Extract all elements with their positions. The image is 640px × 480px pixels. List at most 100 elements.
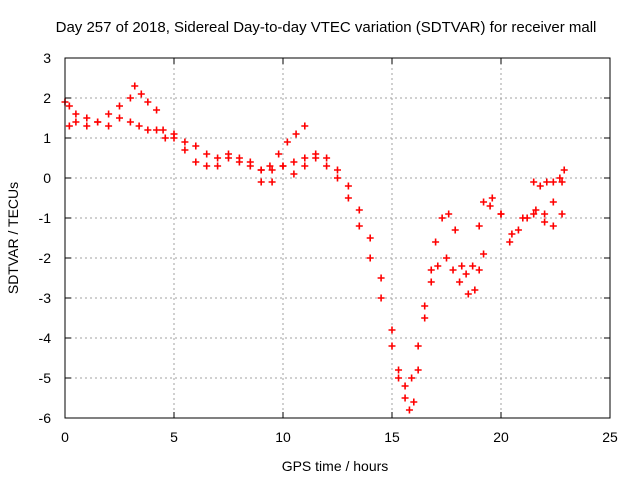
- y-axis-label: SDTVAR / TECUs: [5, 182, 21, 294]
- data-point: [312, 154, 320, 162]
- data-point: [105, 110, 113, 118]
- data-point: [469, 262, 477, 270]
- chart-title: Day 257 of 2018, Sidereal Day-to-day VTE…: [56, 19, 597, 36]
- data-point: [541, 210, 549, 218]
- data-point: [65, 122, 73, 130]
- series-trace-f: [530, 166, 568, 190]
- data-point: [170, 130, 178, 138]
- data-point: [549, 178, 557, 186]
- y-tick-label: -5: [39, 370, 52, 386]
- data-point: [301, 122, 309, 130]
- data-point: [290, 170, 298, 178]
- data-point: [323, 162, 331, 170]
- x-axis-label: GPS time / hours: [282, 458, 389, 474]
- series-trace-e: [480, 178, 566, 246]
- data-point: [366, 234, 374, 242]
- data-point: [558, 210, 566, 218]
- data-point: [203, 150, 211, 158]
- data-point: [432, 238, 440, 246]
- data-point: [414, 342, 422, 350]
- y-tick-label: -3: [39, 290, 52, 306]
- data-point: [401, 394, 409, 402]
- data-point: [560, 166, 568, 174]
- data-point: [523, 214, 531, 222]
- data-point: [161, 134, 169, 142]
- data-point: [83, 114, 91, 122]
- data-point: [159, 126, 167, 134]
- data-point: [475, 266, 483, 274]
- data-point: [334, 174, 341, 182]
- data-point: [497, 210, 505, 218]
- y-tick-label: 3: [43, 50, 51, 66]
- y-tick-label: -4: [39, 330, 52, 346]
- x-tick-label: 15: [384, 429, 400, 445]
- data-point: [192, 158, 200, 166]
- data-point: [301, 154, 309, 162]
- plot-frame: [64, 57, 611, 419]
- y-tick-label: -2: [39, 250, 52, 266]
- data-point: [558, 178, 566, 186]
- data-point: [377, 294, 385, 302]
- data-point: [65, 102, 73, 110]
- data-point: [192, 142, 200, 150]
- data-point: [532, 206, 540, 214]
- data-point: [225, 150, 232, 158]
- tick-labels: 0 5 10 15 20 25 -6 -5 -4 -3 -2 -1 0 1 2 3: [39, 50, 618, 445]
- data-point: [421, 302, 429, 310]
- data-point: [83, 122, 91, 130]
- data-point: [464, 290, 472, 298]
- data-point: [388, 342, 396, 350]
- data-point: [105, 122, 113, 130]
- data-point: [144, 126, 152, 134]
- data-points: [61, 82, 568, 414]
- data-point: [301, 162, 309, 170]
- data-point: [449, 266, 457, 274]
- y-tick-label: -6: [39, 410, 52, 426]
- data-point: [421, 314, 429, 322]
- data-point: [395, 374, 403, 382]
- data-point: [292, 130, 300, 138]
- data-point: [131, 82, 139, 90]
- data-point: [456, 278, 464, 286]
- data-point: [462, 270, 470, 278]
- data-point: [135, 122, 143, 130]
- data-point: [72, 118, 80, 126]
- data-point: [480, 198, 488, 206]
- data-point: [268, 166, 276, 174]
- data-point: [181, 138, 189, 146]
- data-point: [480, 250, 488, 258]
- data-point: [410, 398, 418, 406]
- data-point: [153, 106, 161, 114]
- data-point: [427, 266, 435, 274]
- data-point: [486, 202, 494, 210]
- data-point: [290, 158, 298, 166]
- data-point: [214, 162, 222, 170]
- x-tick-label: 20: [493, 429, 509, 445]
- data-point: [405, 406, 413, 414]
- data-point: [355, 206, 363, 214]
- y-tick-label: -1: [39, 210, 52, 226]
- data-point: [443, 254, 450, 262]
- data-point: [344, 182, 352, 190]
- data-point: [257, 178, 265, 186]
- data-point: [530, 178, 538, 186]
- data-point: [451, 226, 459, 234]
- data-point: [377, 274, 385, 282]
- data-point: [344, 194, 352, 202]
- data-point: [514, 226, 522, 234]
- data-point: [266, 162, 274, 170]
- data-point: [268, 178, 276, 186]
- data-point: [275, 150, 283, 158]
- data-point: [414, 366, 422, 374]
- data-point: [488, 194, 496, 202]
- y-tick-label: 2: [43, 90, 51, 106]
- data-point: [279, 162, 287, 170]
- data-point: [257, 166, 265, 174]
- data-point: [401, 382, 409, 390]
- data-point: [395, 366, 403, 374]
- y-tick-label: 0: [43, 170, 51, 186]
- data-point: [543, 178, 551, 186]
- data-point: [94, 118, 102, 126]
- data-point: [541, 218, 549, 226]
- data-point: [116, 102, 123, 110]
